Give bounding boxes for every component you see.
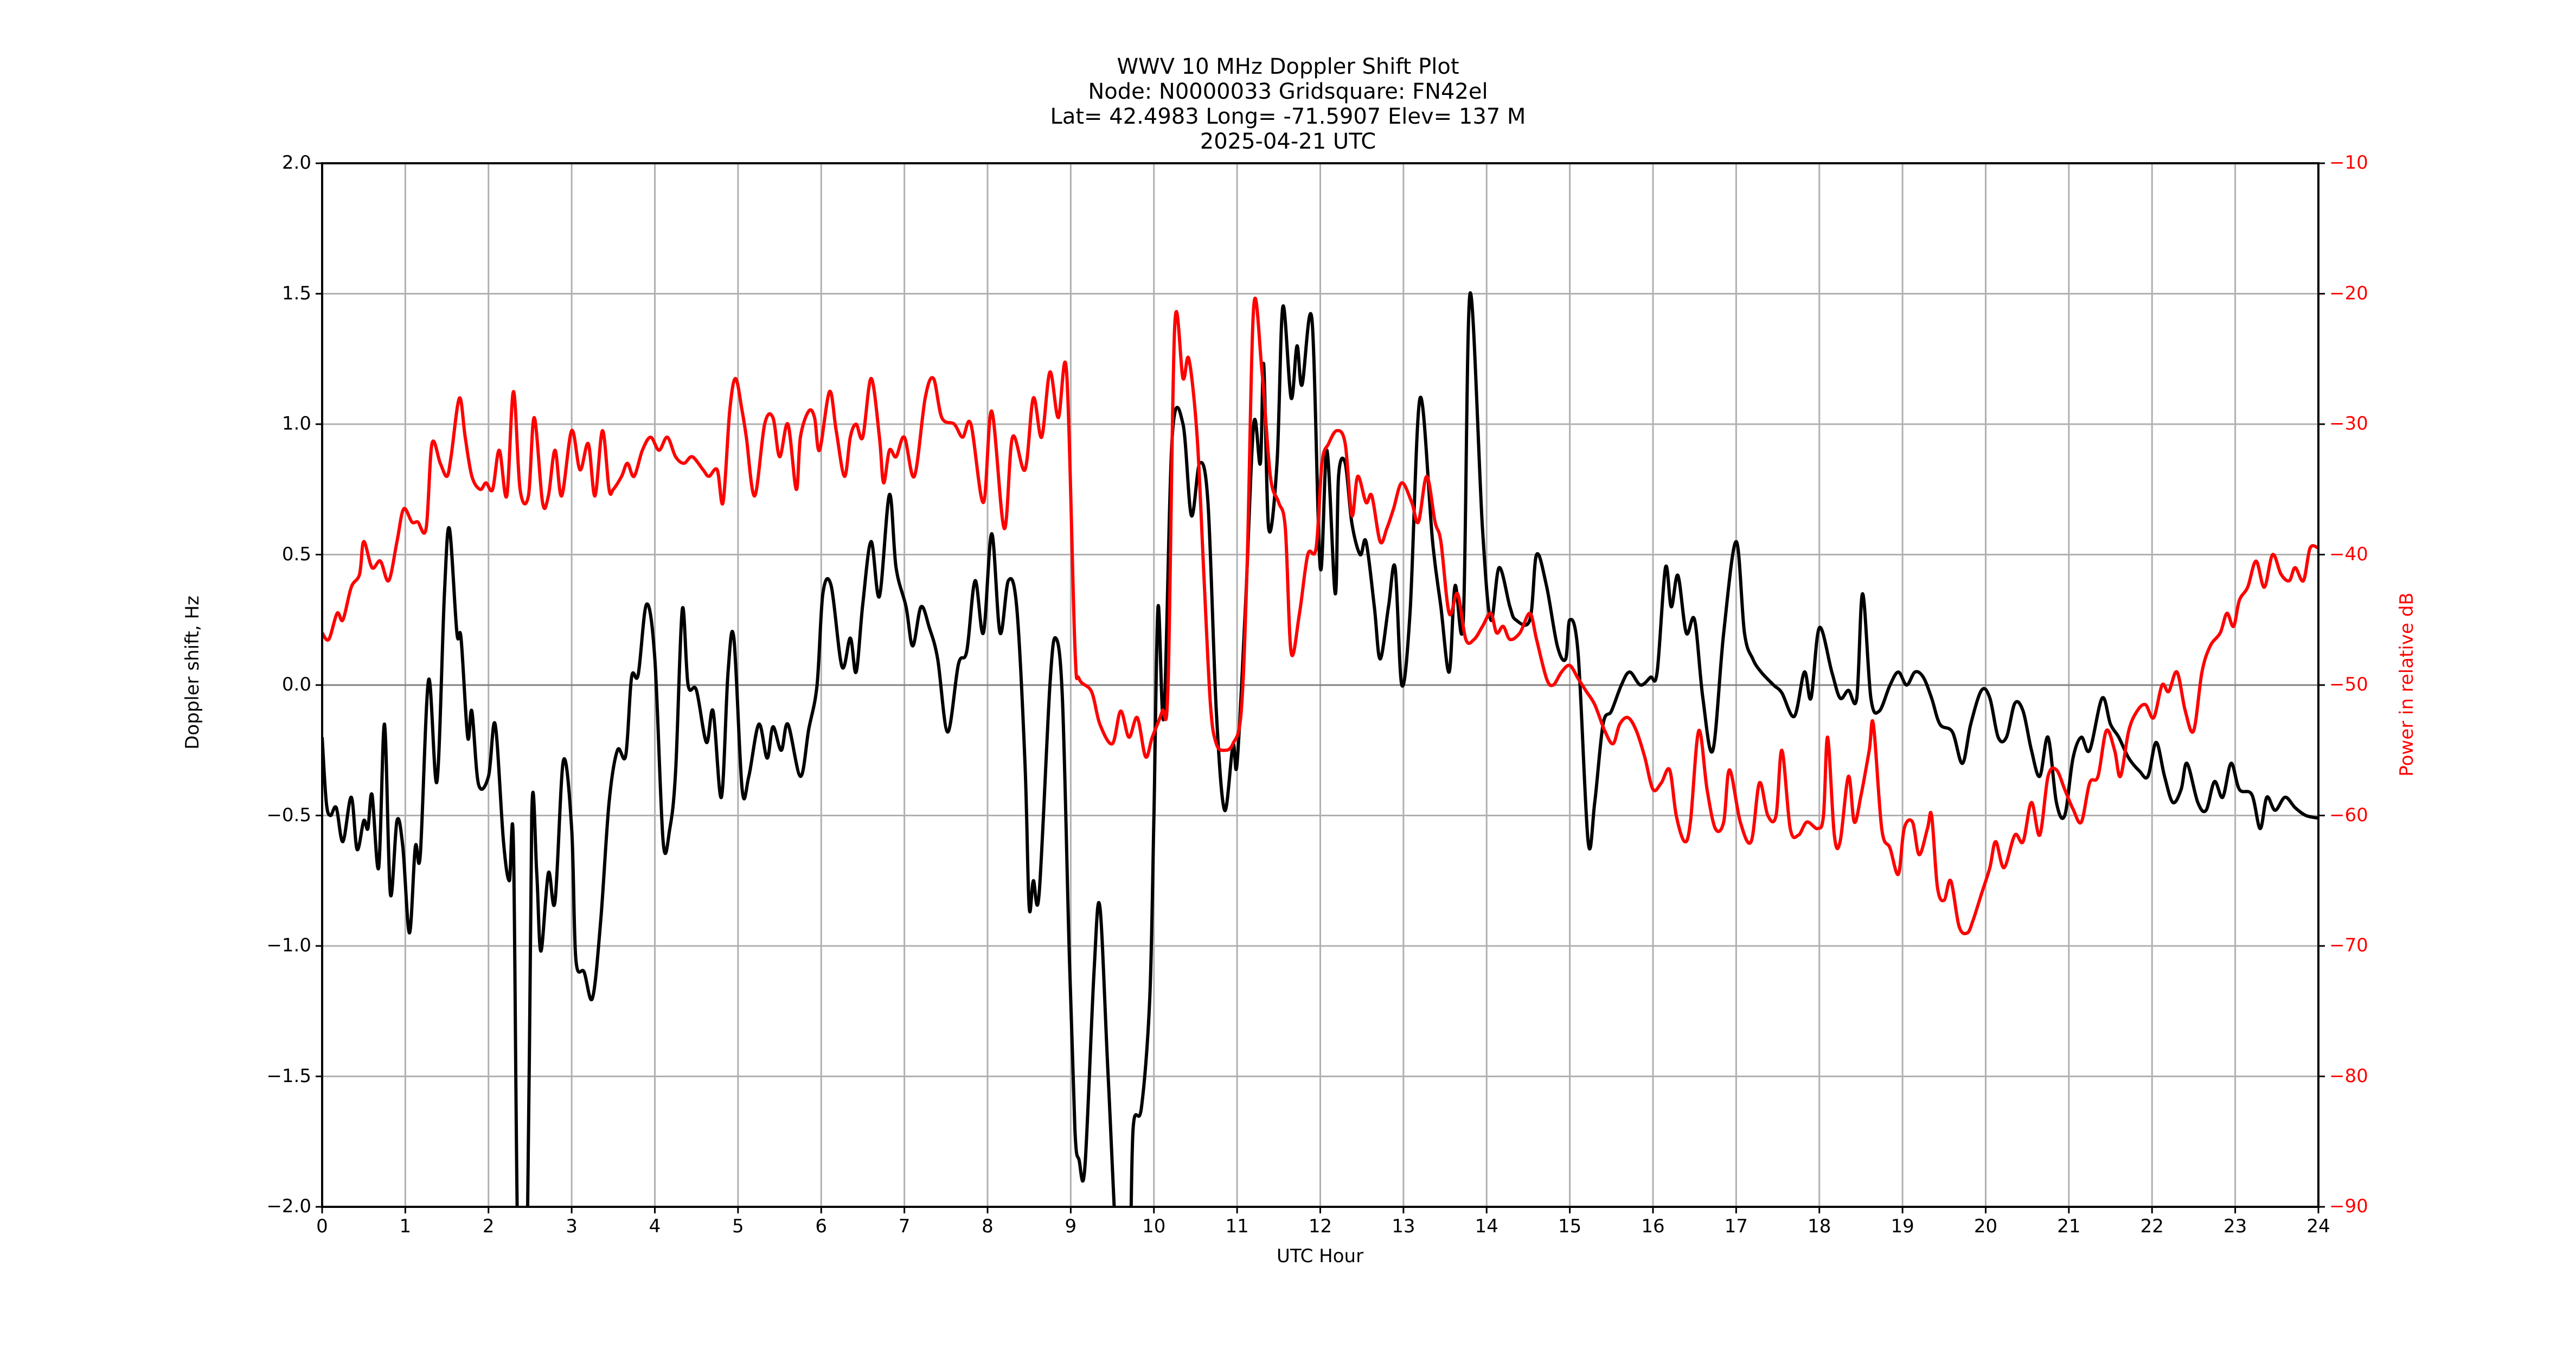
y-tick-label-right: −70 bbox=[2329, 935, 2368, 956]
y-tick-label-left: −1.0 bbox=[266, 935, 311, 956]
y-tick-label-left: 1.0 bbox=[281, 413, 311, 434]
chart-subtitle-node: Node: N0000033 Gridsquare: FN42el bbox=[1088, 79, 1488, 104]
y-tick-label-left: −1.5 bbox=[266, 1065, 311, 1087]
y-tick-label-left: 0.5 bbox=[281, 543, 311, 565]
data-series bbox=[322, 291, 2318, 1207]
y-tick-label-right: −30 bbox=[2329, 413, 2368, 434]
x-tick-label: 1 bbox=[399, 1216, 412, 1237]
x-tick-label: 0 bbox=[316, 1216, 328, 1237]
axes bbox=[316, 162, 2325, 1213]
x-tick-label: 22 bbox=[2140, 1216, 2164, 1237]
y-tick-label-right: −80 bbox=[2329, 1065, 2368, 1087]
x-tick-label: 8 bbox=[982, 1216, 994, 1237]
x-tick-label: 10 bbox=[1142, 1216, 1166, 1237]
x-tick-label: 5 bbox=[732, 1216, 744, 1237]
axes-frame bbox=[321, 162, 2319, 1208]
chart-subtitle-location: Lat= 42.4983 Long= -71.5907 Elev= 137 M bbox=[1050, 104, 1526, 129]
y-axis-label-right: Power in relative dB bbox=[2396, 592, 2418, 777]
x-axis-label: UTC Hour bbox=[1276, 1245, 1364, 1267]
x-tick-label: 23 bbox=[2223, 1216, 2247, 1237]
x-tick-label: 24 bbox=[2306, 1216, 2330, 1237]
x-tick-label: 11 bbox=[1225, 1216, 1249, 1237]
y-tick-label-left: −2.0 bbox=[266, 1195, 311, 1217]
x-tick-label: 14 bbox=[1475, 1216, 1498, 1237]
x-tick-label: 15 bbox=[1558, 1216, 1582, 1237]
power-line bbox=[322, 296, 2318, 936]
x-tick-label: 21 bbox=[2057, 1216, 2081, 1237]
chart-subtitle-date: 2025-04-21 UTC bbox=[1200, 129, 1376, 154]
y-tick-label-right: −60 bbox=[2329, 804, 2368, 826]
y-tick-label-right: −20 bbox=[2329, 282, 2368, 304]
x-tick-label: 20 bbox=[1973, 1216, 1998, 1237]
y-tick-label-left: 2.0 bbox=[281, 152, 311, 174]
x-tick-label: 6 bbox=[815, 1216, 828, 1237]
y-tick-label-right: −40 bbox=[2329, 543, 2368, 565]
x-tick-label: 19 bbox=[1891, 1216, 1914, 1237]
y-tick-label-right: −10 bbox=[2329, 152, 2368, 174]
y-tick-label-left: −0.5 bbox=[266, 804, 311, 826]
x-tick-label: 9 bbox=[1065, 1216, 1077, 1237]
x-tick-label: 12 bbox=[1308, 1216, 1332, 1237]
x-tick-label: 17 bbox=[1724, 1216, 1748, 1237]
x-tick-label: 16 bbox=[1641, 1216, 1665, 1237]
y-tick-label-right: −90 bbox=[2329, 1195, 2368, 1217]
x-tick-label: 7 bbox=[898, 1216, 911, 1237]
y-tick-label-left: 0.0 bbox=[281, 674, 311, 695]
x-tick-label: 18 bbox=[1808, 1216, 1831, 1237]
y-tick-label-right: −50 bbox=[2329, 674, 2368, 695]
chart-title: WWV 10 MHz Doppler Shift Plot bbox=[1117, 54, 1459, 79]
grid-lines bbox=[321, 162, 2319, 1208]
y-tick-label-left: 1.5 bbox=[281, 282, 311, 304]
x-tick-label: 3 bbox=[566, 1216, 578, 1237]
x-tick-label: 2 bbox=[482, 1216, 495, 1237]
y-axis-label-left: Doppler shift, Hz bbox=[182, 596, 203, 750]
x-tick-label: 4 bbox=[649, 1216, 661, 1237]
x-tick-label: 13 bbox=[1392, 1216, 1415, 1237]
